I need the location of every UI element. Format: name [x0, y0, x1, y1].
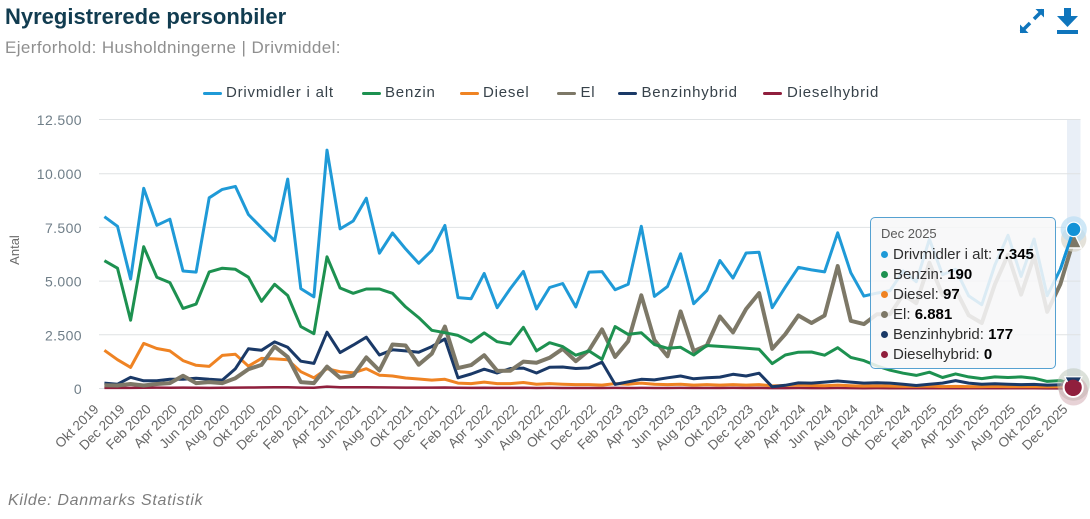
svg-text:2.500: 2.500 — [45, 327, 82, 343]
svg-text:0: 0 — [74, 381, 82, 397]
svg-text:5.000: 5.000 — [45, 274, 82, 290]
svg-text:7.500: 7.500 — [45, 220, 82, 236]
svg-text:10.000: 10.000 — [37, 166, 82, 182]
svg-text:Antal: Antal — [7, 235, 22, 265]
svg-text:12.500: 12.500 — [37, 112, 82, 128]
